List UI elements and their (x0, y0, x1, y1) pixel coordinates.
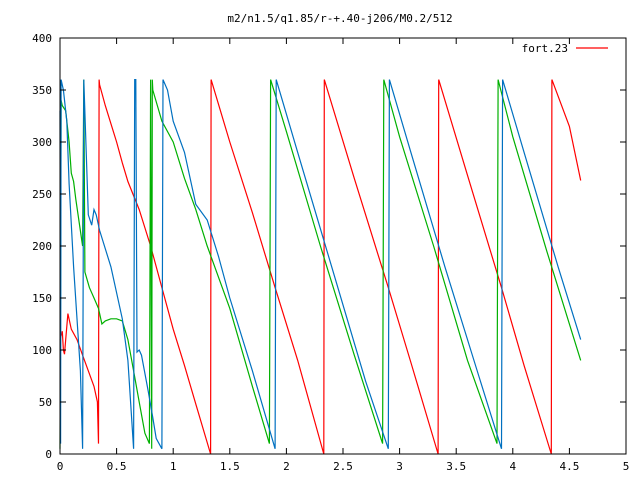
legend: fort.23 (522, 42, 608, 55)
x-tick-label: 0.5 (107, 460, 127, 473)
x-tick-label: 1 (170, 460, 177, 473)
plot-frame (59, 37, 627, 455)
y-tick-label: 300 (32, 136, 52, 149)
y-tick-label: 50 (39, 396, 52, 409)
x-tick-label: 4 (509, 460, 516, 473)
ticks-layer: 0 0.5 1 1.5 2 2.5 3 3.5 4 4.5 50501001502002503003… (32, 32, 629, 473)
x-tick-label: 3 (396, 460, 403, 473)
x-tick-label: 5 (623, 460, 630, 473)
legend-label: fort.23 (522, 42, 568, 55)
y-tick-label: 350 (32, 84, 52, 97)
series-layer (59, 78, 582, 455)
y-tick-label: 100 (32, 344, 52, 357)
x-tick-label: 2 (283, 460, 290, 473)
x-tick-label: 4.5 (559, 460, 579, 473)
x-tick-label: 2.5 (333, 460, 353, 473)
y-tick-label: 200 (32, 240, 52, 253)
y-tick-label: 0 (45, 448, 52, 461)
y-tick-label: 400 (32, 32, 52, 45)
y-tick-label: 250 (32, 188, 52, 201)
x-tick-label: 0 (57, 460, 64, 473)
chart-title: m2/n1.5/q1.85/r-+.40-j206/M0.2/512 (227, 12, 452, 25)
y-tick-label: 150 (32, 292, 52, 305)
x-tick-label: 3.5 (446, 460, 466, 473)
series-line-3 (59, 78, 582, 450)
x-tick-label: 1.5 (220, 460, 240, 473)
